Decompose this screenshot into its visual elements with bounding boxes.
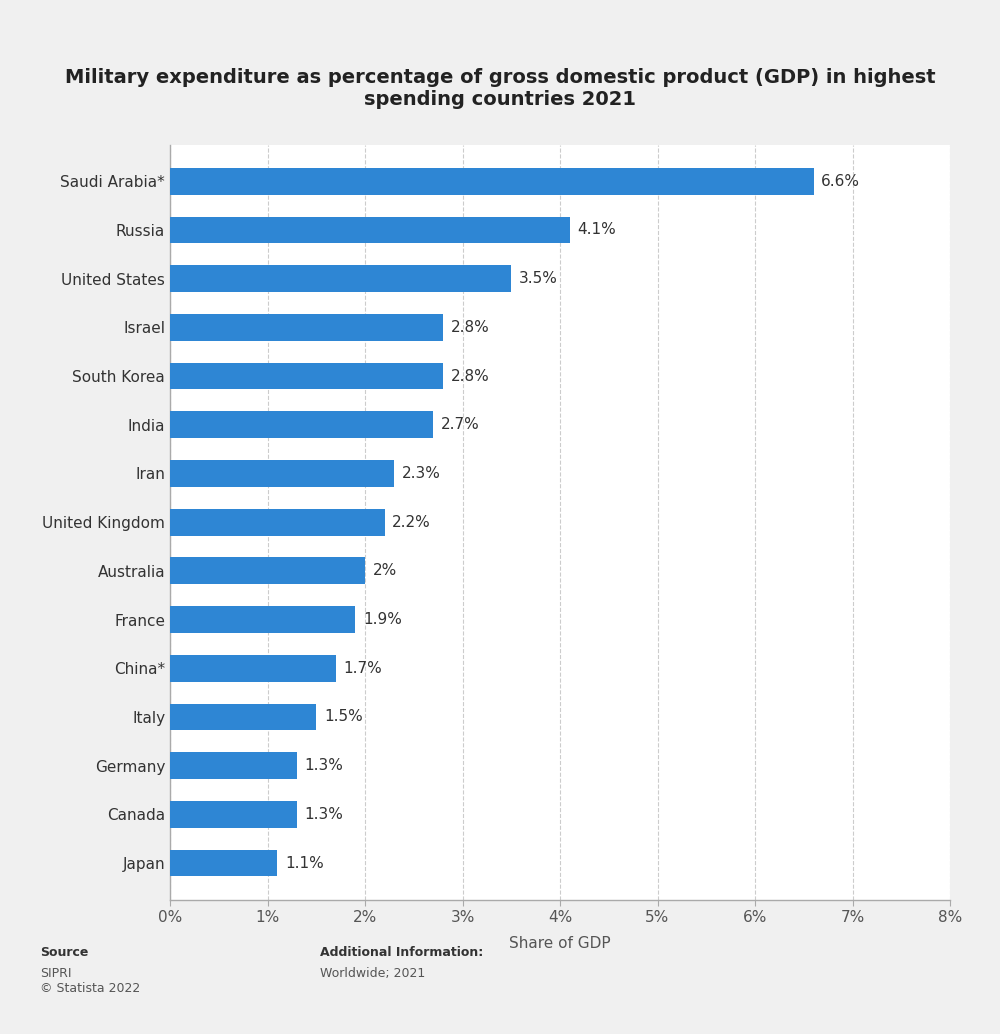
Bar xyxy=(170,655,336,681)
Bar xyxy=(170,168,814,194)
Text: 2.7%: 2.7% xyxy=(441,418,480,432)
Bar xyxy=(170,509,385,536)
Text: Additional Information:: Additional Information: xyxy=(320,946,483,960)
Text: 6.6%: 6.6% xyxy=(821,174,860,189)
Bar xyxy=(170,801,297,828)
Bar xyxy=(170,412,433,438)
Bar xyxy=(170,557,365,584)
Text: SIPRI
© Statista 2022: SIPRI © Statista 2022 xyxy=(40,967,140,995)
Text: 1.3%: 1.3% xyxy=(305,807,343,822)
Text: 2%: 2% xyxy=(373,564,397,578)
Text: 2.8%: 2.8% xyxy=(451,368,490,384)
Bar xyxy=(170,363,443,390)
Text: 1.3%: 1.3% xyxy=(305,758,343,773)
Bar xyxy=(170,850,277,877)
Bar xyxy=(170,314,443,341)
Text: Worldwide; 2021: Worldwide; 2021 xyxy=(320,967,425,980)
Text: 1.5%: 1.5% xyxy=(324,709,363,725)
Text: 1.7%: 1.7% xyxy=(344,661,382,676)
Text: 3.5%: 3.5% xyxy=(519,271,558,286)
Bar xyxy=(170,606,355,633)
X-axis label: Share of GDP: Share of GDP xyxy=(509,936,611,951)
Bar xyxy=(170,266,511,292)
Bar xyxy=(170,460,394,487)
Bar xyxy=(170,753,297,779)
Text: Source: Source xyxy=(40,946,88,960)
Text: 2.3%: 2.3% xyxy=(402,466,441,481)
Text: 1.1%: 1.1% xyxy=(285,855,324,871)
Text: 2.2%: 2.2% xyxy=(392,515,431,529)
Bar xyxy=(170,216,570,243)
Text: 4.1%: 4.1% xyxy=(578,222,616,238)
Bar xyxy=(170,703,316,730)
Text: Military expenditure as percentage of gross domestic product (GDP) in highest
sp: Military expenditure as percentage of gr… xyxy=(65,67,935,109)
Text: 2.8%: 2.8% xyxy=(451,320,490,335)
Text: 1.9%: 1.9% xyxy=(363,612,402,627)
